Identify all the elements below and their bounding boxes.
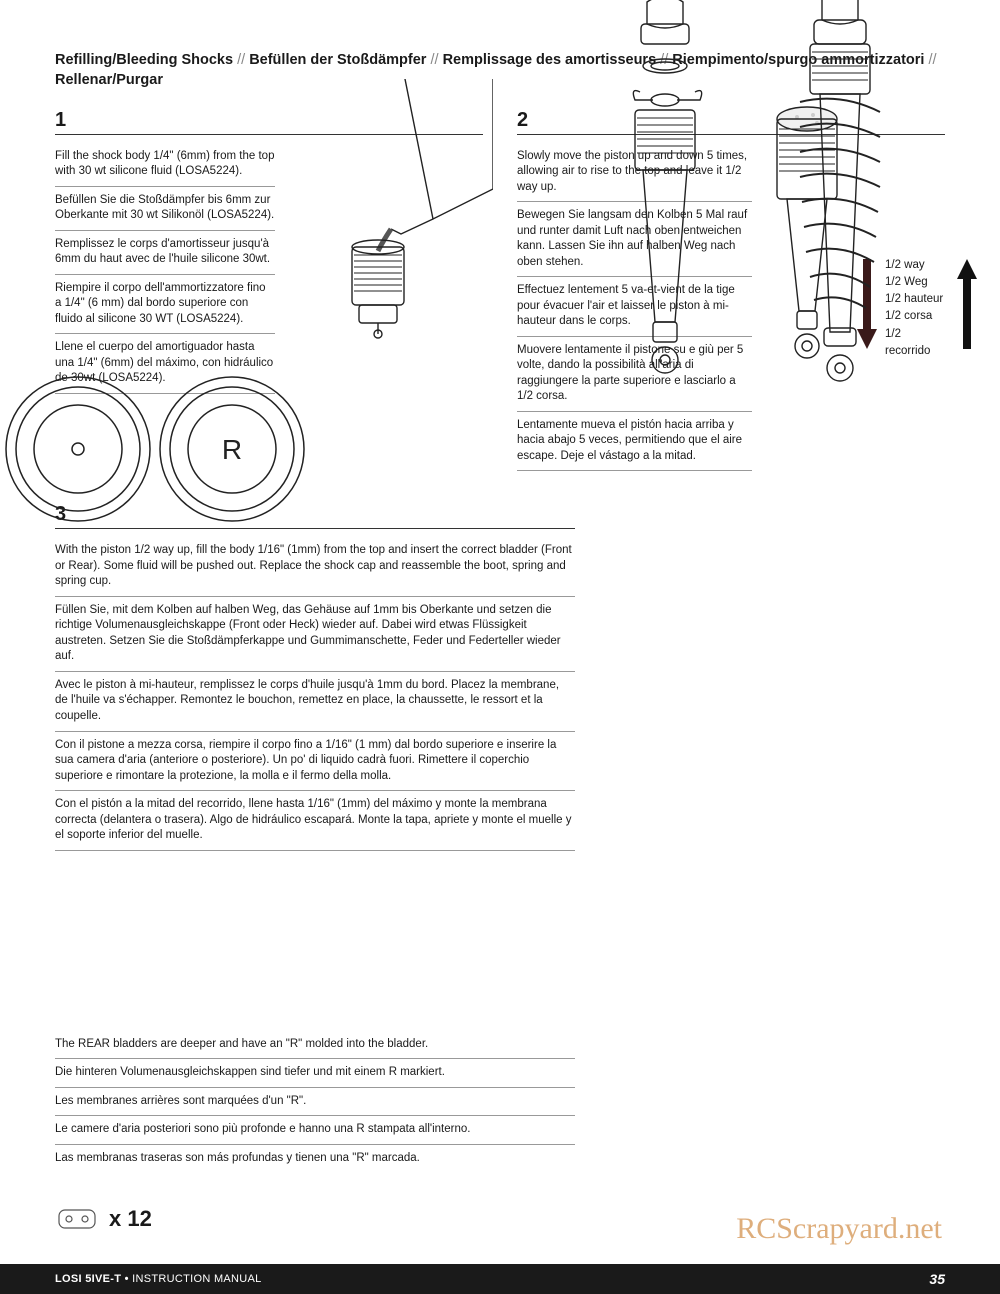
- step-3: 3 With the piston 1/2 way up, fill the b…: [55, 503, 945, 1172]
- qty-count: x 12: [109, 1206, 152, 1232]
- step1-de: Befüllen Sie die Stoßdämpfer bis 6mm zur…: [55, 187, 275, 231]
- arrow-up-icon: [957, 259, 977, 349]
- step3-de: Füllen Sie, mit dem Kolben auf halben We…: [55, 597, 575, 672]
- footer-left: LOSI 5IVE-T • INSTRUCTION MANUAL: [55, 1273, 262, 1285]
- note-en: The REAR bladders are deeper and have an…: [55, 1031, 575, 1060]
- title-part-0: Refilling/Bleeding Shocks: [55, 52, 233, 68]
- bladder-notes: The REAR bladders are deeper and have an…: [55, 1031, 575, 1173]
- part-icon: [55, 1204, 99, 1234]
- footer-doc: INSTRUCTION MANUAL: [132, 1273, 261, 1285]
- note-de: Die hinteren Volumenausgleichskappen sin…: [55, 1059, 575, 1088]
- piston-arrow-up: [957, 259, 977, 349]
- illus-fill-shock: [283, 79, 493, 339]
- title-part-4: Rellenar/Purgar: [55, 72, 163, 88]
- title-sep: //: [237, 52, 249, 68]
- title-sep: //: [430, 52, 442, 68]
- bladder-r-label: R: [222, 434, 242, 465]
- illus-bladders: R: [0, 369, 320, 529]
- step1-fr: Remplissez le corps d'amortisseur jusqu'…: [55, 231, 275, 275]
- illus-step3-shocks: [585, 0, 935, 472]
- step3-es: Con el pistón a la mitad del recorrido, …: [55, 791, 575, 851]
- step3-it: Con il pistone a mezza corsa, riempire i…: [55, 732, 575, 792]
- footer-page: 35: [929, 1271, 945, 1287]
- note-fr: Les membranes arrières sont marquées d'u…: [55, 1088, 575, 1117]
- step1-en: Fill the shock body 1/4" (6mm) from the …: [55, 143, 275, 187]
- step1-it: Riempire il corpo dell'ammortizzatore fi…: [55, 275, 275, 335]
- footer-product: LOSI 5IVE-T: [55, 1273, 121, 1285]
- title-part-1: Befüllen der Stoßdämpfer: [249, 52, 426, 68]
- page-body: Refilling/Bleeding Shocks // Befüllen de…: [0, 0, 1000, 1172]
- part-quantity: x 12: [55, 1204, 152, 1234]
- step3-fr: Avec le piston à mi-hauteur, remplissez …: [55, 672, 575, 732]
- note-it: Le camere d'aria posteriori sono più pro…: [55, 1116, 575, 1145]
- page-footer: LOSI 5IVE-T • INSTRUCTION MANUAL 35: [0, 1264, 1000, 1294]
- step3-en: With the piston 1/2 way up, fill the bod…: [55, 537, 575, 597]
- note-es: Las membranas traseras son más profundas…: [55, 1145, 575, 1173]
- footer-bullet: •: [125, 1273, 129, 1285]
- watermark: RCScrapyard.net: [736, 1212, 942, 1246]
